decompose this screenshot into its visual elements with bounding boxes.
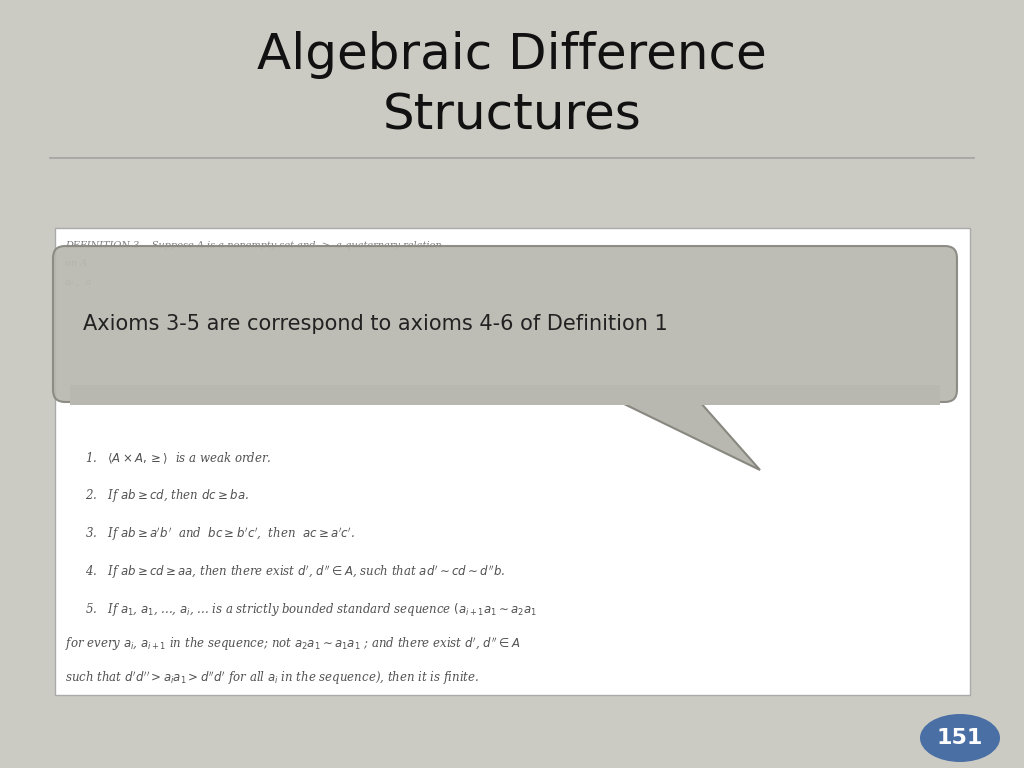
Text: 4.   If $ab \geq cd \geq aa$, then there exist $d'$, $d'' \in A$, such that $ad': 4. If $ab \geq cd \geq aa$, then there e… [85,563,506,581]
Text: Structures: Structures [383,91,641,139]
Text: such that $d'd'' > a_ia_1 > d''d'$ for all $a_i$ in the sequence), then it is fi: such that $d'd'' > a_ia_1 > d''d'$ for a… [65,669,479,687]
Text: 1.   $\langle A \times A, \geq\rangle$  is a weak order.: 1. $\langle A \times A, \geq\rangle$ is … [85,450,271,465]
Text: 3.   If $ab \geq a'b'$  and  $bc \geq b'c'$,  then  $ac \geq a'c'$.: 3. If $ab \geq a'b'$ and $bc \geq b'c'$,… [85,525,355,543]
Text: aᵢ ,  a: aᵢ , a [65,277,91,286]
FancyBboxPatch shape [53,246,957,402]
FancyBboxPatch shape [55,228,970,695]
Ellipse shape [920,714,1000,762]
Text: for every $a_i$, $a_{i+1}$ in the sequence; not $a_2a_1 \sim a_1a_1$ ; and there: for every $a_i$, $a_{i+1}$ in the sequen… [65,635,520,653]
Text: 5.   If $a_1$, $a_1$, ..., $a_i$, ... is a strictly bounded standard sequence $(: 5. If $a_1$, $a_1$, ..., $a_i$, ... is a… [85,601,537,618]
Text: 2.   If $ab \geq cd$, then $dc \geq ba$.: 2. If $ab \geq cd$, then $dc \geq ba$. [85,488,249,505]
Text: Algebraic Difference: Algebraic Difference [257,31,767,79]
Text: Axioms 3-5 are correspond to axioms 4-6 of Definition 1: Axioms 3-5 are correspond to axioms 4-6 … [83,314,668,334]
Text: on A: on A [65,260,87,269]
Text: 151: 151 [937,728,983,748]
Text: DEFINITION 3    Suppose A is a nonempty set and  >  a quaternary relation: DEFINITION 3 Suppose A is a nonempty set… [65,241,441,250]
FancyBboxPatch shape [70,385,940,405]
Polygon shape [620,402,760,470]
